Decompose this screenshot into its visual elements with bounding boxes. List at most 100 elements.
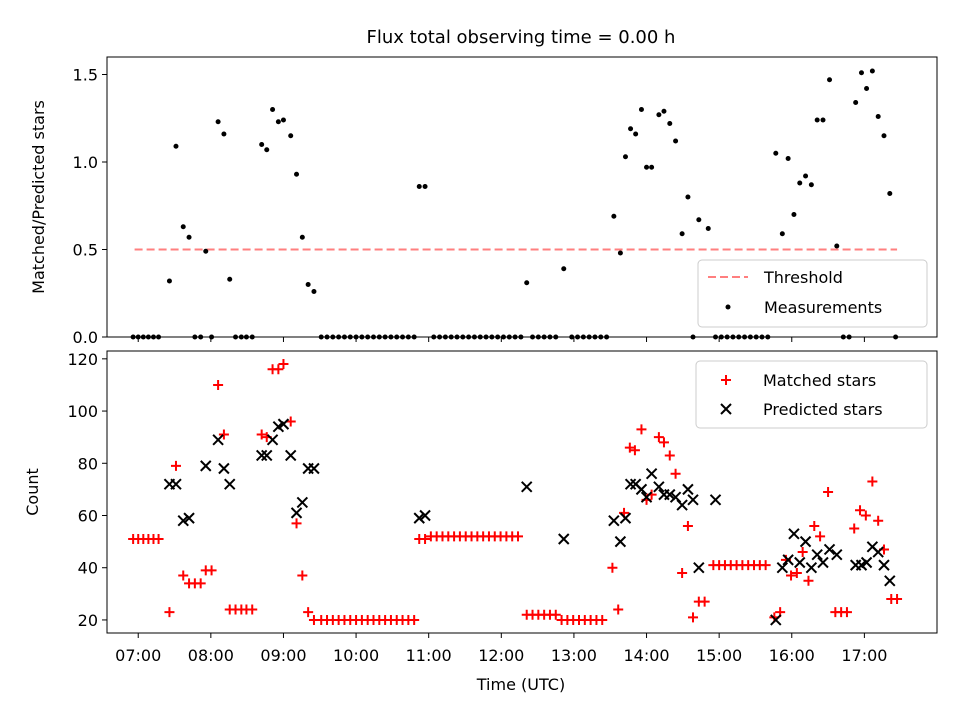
matched-star-point [206, 565, 217, 576]
measurement-point [299, 234, 305, 240]
measurement-point [633, 131, 639, 137]
matched-star-point [597, 614, 608, 625]
measurement-point [656, 112, 662, 118]
matched-star-point [682, 520, 693, 531]
predicted-star-point [224, 478, 236, 490]
measurement-point [644, 164, 650, 170]
ratio-plot-area [130, 68, 899, 340]
predicted-star-point [823, 543, 836, 556]
predicted-star-point [770, 614, 782, 626]
matched-star-point [823, 487, 834, 497]
legend-box [695, 360, 928, 429]
predicted-star-point [419, 509, 431, 522]
predicted-star-point [884, 575, 896, 587]
measurement-point [875, 114, 881, 119]
predicted-star-point [645, 468, 658, 480]
measurement-point [869, 68, 875, 74]
predicted-star-point [290, 507, 303, 519]
measurement-point [617, 250, 623, 256]
legend-threshold-label: Threshold [763, 268, 843, 287]
measurement-point [685, 194, 691, 200]
count-y-axis: 20 40 60 80 100 120 [67, 350, 107, 630]
predicted-star-point [709, 494, 722, 506]
y-tick-label: 60 [78, 507, 98, 526]
predicted-star-point [308, 462, 320, 475]
y-tick-label: 1.0 [73, 153, 98, 172]
x-axis-label: Time (UTC) [476, 675, 565, 694]
predicted-star-point [811, 548, 823, 561]
matched-star-point [867, 476, 878, 487]
matched-star-point [178, 570, 189, 581]
measurement-point [422, 184, 428, 189]
measurement-point [524, 280, 530, 286]
measurement-point [785, 156, 791, 161]
predicted-star-point [285, 449, 297, 462]
measurement-point [628, 126, 634, 132]
legend-measurement-swatch [725, 304, 731, 310]
predicted-star-point [296, 496, 309, 509]
y-tick-label: 1.5 [73, 66, 98, 85]
y-tick-label: 0.0 [73, 328, 98, 347]
predicted-star-point [805, 562, 818, 574]
count-panel: 20 40 60 80 100 120 07:00 08:00 09:00 10:00 11:00… [23, 350, 938, 665]
predicted-star-point [653, 481, 665, 493]
measurement-point [820, 117, 826, 123]
count-plot-area [128, 359, 903, 626]
matched-star-point [670, 468, 681, 479]
measurement-point [203, 248, 209, 254]
measurement-point [803, 173, 809, 179]
predicted-star-point [676, 499, 688, 511]
predicted-star-point [266, 434, 279, 446]
measurement-point [288, 133, 294, 139]
matched-star-point [256, 429, 267, 440]
measurement-point [221, 131, 227, 137]
predicted-star-point [177, 515, 189, 527]
measurement-point [858, 70, 864, 76]
legend-box [697, 259, 928, 328]
predicted-star-point [277, 418, 290, 430]
predicted-star-point [183, 512, 195, 524]
x-tick-label: 07:00 [115, 646, 161, 665]
matched-star-point [849, 523, 860, 534]
chart-title: Flux total observing time = 0.00 h [367, 27, 676, 48]
matched-star-point [195, 578, 206, 589]
x-tick-label: 15:00 [696, 646, 742, 665]
measurement-point [881, 133, 887, 139]
matched-star-point [624, 442, 635, 453]
measurement-point [611, 213, 617, 219]
measurement-point [294, 171, 300, 177]
predicted-star-point [693, 562, 705, 574]
x-tick-label: 08:00 [188, 646, 234, 665]
measurement-point [887, 191, 893, 196]
measurement-point [814, 117, 820, 123]
x-tick-label: 10:00 [333, 646, 379, 665]
predicted-star-point [687, 494, 699, 506]
measurement-point [797, 180, 803, 186]
measurement-point [661, 108, 667, 114]
count-x-axis: 07:00 08:00 09:00 10:00 11:00 12:00 13:00 14:00… [115, 633, 887, 665]
measurement-point [270, 107, 276, 112]
matched-star-point [613, 604, 624, 615]
predicted-star-point [776, 562, 789, 574]
x-tick-label: 12:00 [478, 646, 524, 665]
matched-star-point [653, 432, 664, 443]
predicted-star-point [878, 559, 890, 571]
y-tick-label: 20 [78, 611, 98, 630]
matched-star-point [699, 596, 710, 607]
y-tick-label: 40 [78, 559, 98, 578]
matched-star-point [297, 570, 308, 581]
legend-matched-swatch [721, 375, 731, 385]
matched-star-point [688, 612, 699, 623]
measurement-point [834, 243, 840, 249]
measurement-point [622, 154, 628, 160]
x-tick-label: 14:00 [623, 646, 669, 665]
legend-predicted-label: Predicted stars [763, 400, 883, 419]
ratio-legend: Threshold Measurements [697, 259, 928, 328]
matched-star-point [213, 379, 224, 390]
measurement-point [173, 143, 179, 149]
matched-star-point [550, 609, 561, 620]
measurement-point [186, 234, 192, 240]
ratio-axes-frame [106, 56, 938, 338]
measurement-point [305, 282, 311, 287]
predicted-star-point [413, 512, 425, 524]
